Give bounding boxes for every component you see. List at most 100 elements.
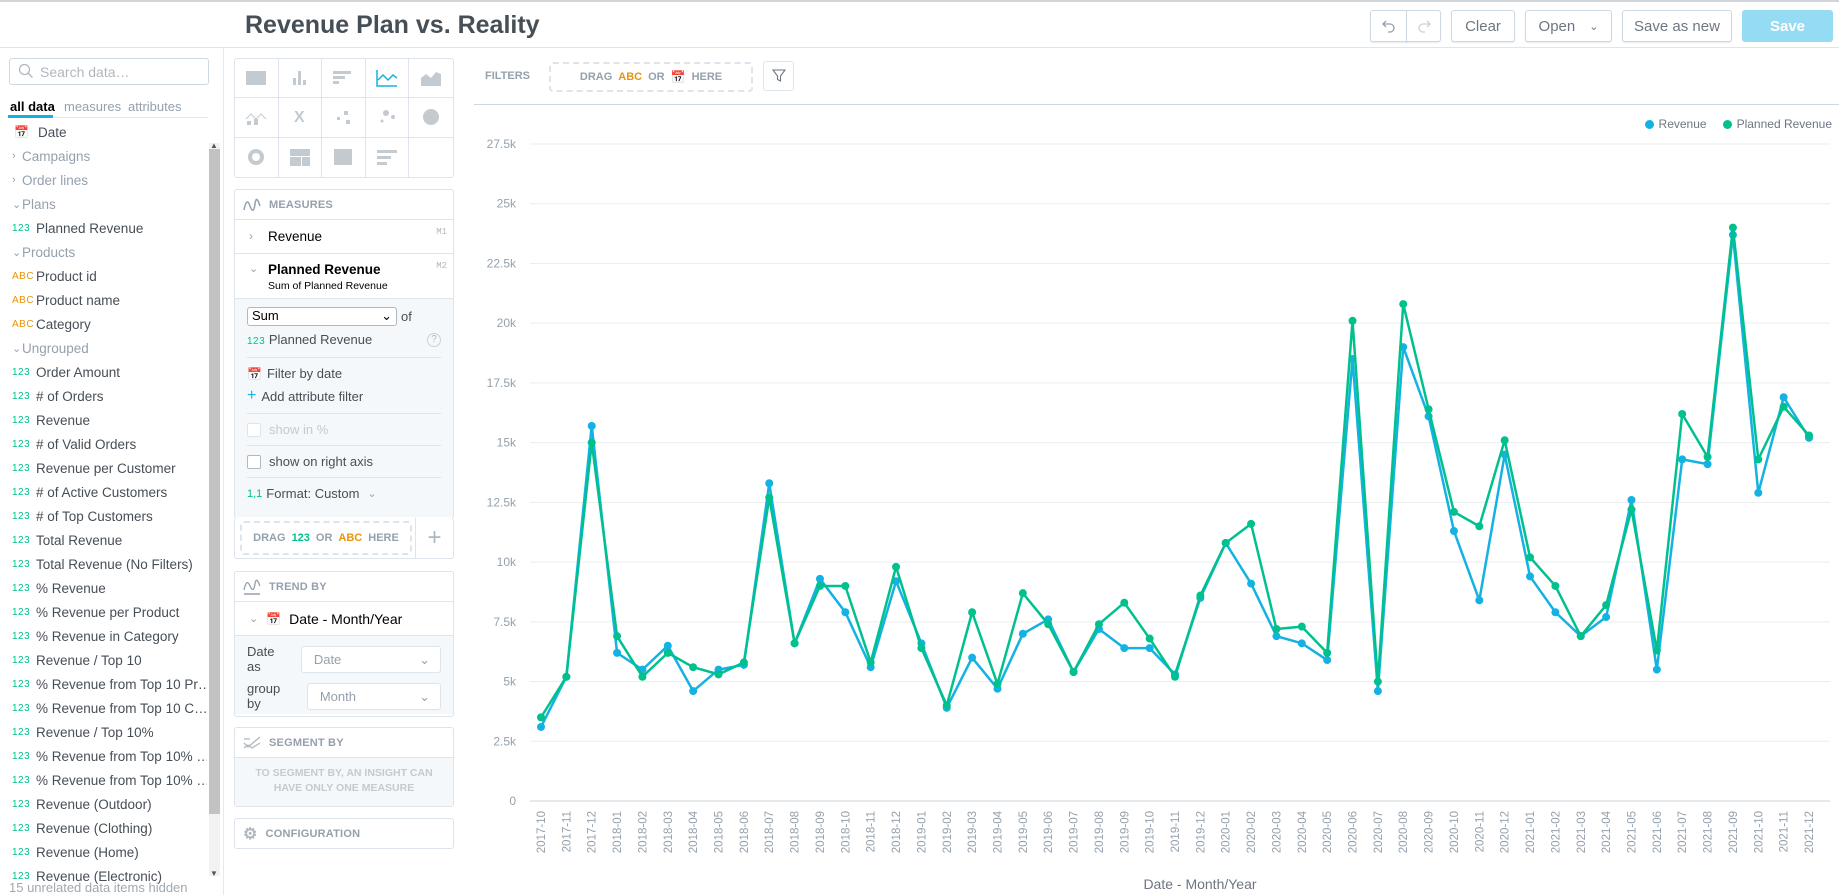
data-point[interactable] (968, 608, 977, 617)
data-point[interactable] (765, 479, 774, 488)
legend-item-revenue[interactable]: Revenue (1644, 117, 1707, 131)
data-point[interactable] (714, 670, 723, 679)
catalog-item[interactable]: 123 Revenue / Top 10% (12, 720, 207, 744)
viz-type-treemap[interactable] (279, 137, 323, 177)
data-point[interactable] (739, 658, 748, 667)
data-point[interactable] (866, 658, 875, 667)
data-point[interactable] (663, 641, 672, 650)
data-point[interactable] (1120, 644, 1129, 653)
data-point[interactable] (1272, 624, 1281, 633)
data-point[interactable] (1424, 405, 1433, 414)
legend-item-planned-revenue[interactable]: Planned Revenue (1722, 117, 1832, 131)
show-on-right-axis-checkbox[interactable]: show on right axis (247, 454, 441, 469)
data-point[interactable] (1754, 455, 1763, 464)
data-point[interactable] (613, 632, 622, 641)
data-point[interactable] (1475, 522, 1484, 531)
data-point[interactable] (1652, 665, 1661, 674)
data-point[interactable] (689, 687, 698, 696)
data-point[interactable] (1196, 591, 1205, 600)
viz-type-donut[interactable] (235, 137, 279, 177)
data-point[interactable] (1779, 402, 1788, 411)
clear-button[interactable]: Clear (1451, 10, 1515, 42)
format-dropdown[interactable]: 1,1 Format: Custom ⌄ (247, 486, 441, 501)
trend-by-item[interactable]: ⌄ 📅 Date - Month/Year (235, 602, 453, 636)
data-point[interactable] (1678, 409, 1687, 418)
catalog-item[interactable]: ⌄ Plans (12, 192, 207, 216)
scroll-down-icon[interactable]: ▼ (210, 869, 218, 878)
data-point[interactable] (1247, 579, 1256, 588)
catalog-item[interactable]: 123 % Revenue in Category (12, 624, 207, 648)
data-point[interactable] (537, 713, 545, 722)
data-point[interactable] (1475, 596, 1484, 605)
data-point[interactable] (1348, 316, 1357, 325)
open-button[interactable]: Open ⌄ (1525, 10, 1612, 42)
data-point[interactable] (1805, 431, 1813, 440)
data-point[interactable] (1069, 667, 1078, 676)
scroll-up-icon[interactable]: ▲ (210, 141, 218, 150)
aggregation-select[interactable]: Sum ⌄ (247, 307, 397, 326)
tab-attributes[interactable]: attributes (128, 99, 182, 114)
catalog-item[interactable]: 123 % Revenue from Top 10 Pr… (12, 672, 207, 696)
data-point[interactable] (1449, 527, 1458, 536)
catalog-item[interactable]: 123 Revenue (Outdoor) (12, 792, 207, 816)
catalog-item[interactable]: 123 Revenue (Electronic) (12, 864, 207, 888)
insight-title[interactable]: Revenue Plan vs. Reality (245, 11, 540, 39)
data-point[interactable] (790, 639, 799, 648)
data-point[interactable] (613, 648, 622, 657)
catalog-item[interactable]: 123 Revenue per Customer (12, 456, 207, 480)
add-measure-button[interactable]: + (415, 518, 453, 558)
catalog-item[interactable]: 123 Revenue (12, 408, 207, 432)
data-point[interactable] (1602, 601, 1611, 610)
data-point[interactable] (1526, 572, 1535, 581)
date-as-dropdown[interactable]: Date ⌄ (300, 645, 441, 673)
data-point[interactable] (1678, 455, 1687, 464)
viz-type-line[interactable] (365, 59, 410, 99)
help-icon[interactable]: ? (427, 332, 441, 347)
catalog-item[interactable]: 123 # of Active Customers (12, 480, 207, 504)
filter-drop-zone[interactable]: DRAG ABC OR 📅 HERE (549, 62, 753, 92)
data-point[interactable] (1652, 646, 1661, 655)
data-point[interactable] (1145, 634, 1154, 643)
data-point[interactable] (663, 648, 672, 657)
data-point[interactable] (1272, 632, 1281, 641)
data-point[interactable] (892, 562, 901, 571)
catalog-item[interactable]: 123 % Revenue from Top 10% … (12, 744, 207, 768)
data-point[interactable] (1703, 460, 1712, 469)
catalog-item[interactable]: 123 Planned Revenue (12, 216, 207, 240)
data-point[interactable] (1399, 300, 1408, 309)
catalog-item[interactable]: 123 % Revenue from Top 10 C… (12, 696, 207, 720)
catalog-item[interactable]: 123 % Revenue from Top 10% … (12, 768, 207, 792)
configuration-panel[interactable]: ⚙ CONFIGURATION (234, 818, 454, 849)
data-point[interactable] (1094, 620, 1103, 629)
data-point[interactable] (537, 722, 545, 731)
catalog-scrollbar[interactable]: ▲ ▼ (209, 141, 220, 878)
catalog-item[interactable]: › Campaigns (12, 144, 207, 168)
viz-type-column[interactable] (278, 59, 323, 99)
catalog-item[interactable]: 123 % Revenue (12, 576, 207, 600)
data-point[interactable] (1145, 644, 1154, 653)
data-point[interactable] (1627, 505, 1636, 514)
data-point[interactable] (765, 493, 774, 502)
checkbox[interactable] (247, 422, 261, 437)
catalog-item[interactable]: 123 # of Orders (12, 384, 207, 408)
viz-type-bullet[interactable] (366, 137, 410, 177)
data-point[interactable] (917, 644, 926, 653)
data-point[interactable] (1323, 656, 1332, 665)
redo-button[interactable] (1406, 10, 1441, 42)
measure-drop-zone[interactable]: DRAG 123 OR ABC HERE (240, 521, 412, 555)
data-point[interactable] (1627, 495, 1636, 504)
data-point[interactable] (1018, 589, 1027, 598)
data-point[interactable] (1297, 622, 1306, 631)
data-point[interactable] (562, 672, 571, 681)
data-point[interactable] (815, 581, 824, 590)
viz-type-bubble[interactable] (365, 98, 410, 138)
data-point[interactable] (1551, 581, 1560, 590)
data-point[interactable] (1221, 538, 1230, 547)
catalog-item[interactable]: 123 Total Revenue (No Filters) (12, 552, 207, 576)
catalog-item[interactable]: ABC Product name (12, 288, 207, 312)
data-point[interactable] (1526, 553, 1535, 562)
checkbox[interactable] (247, 454, 261, 469)
data-point[interactable] (1171, 672, 1179, 681)
catalog-item[interactable]: ABC Category (12, 312, 207, 336)
data-point[interactable] (841, 608, 850, 617)
